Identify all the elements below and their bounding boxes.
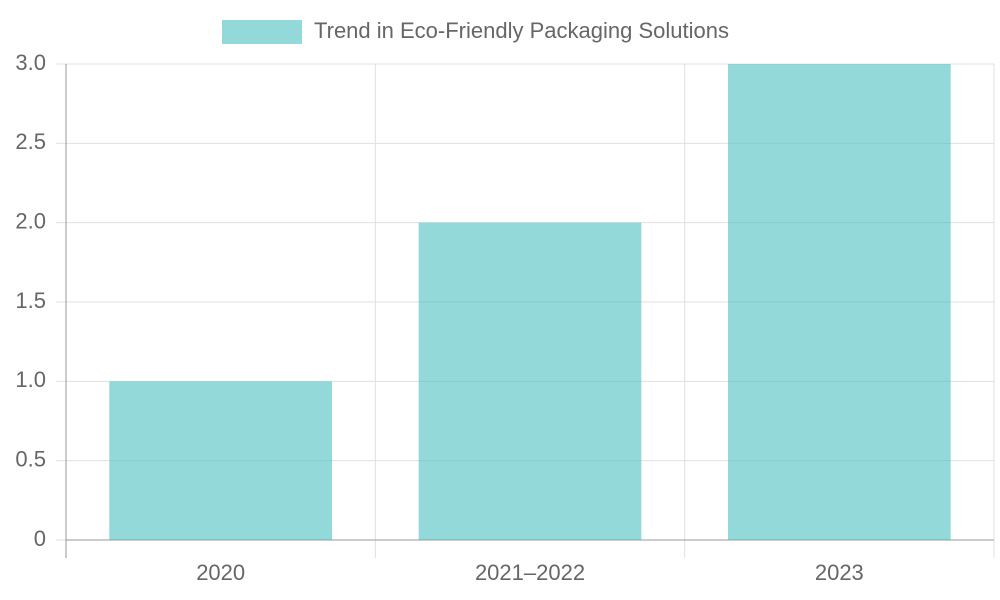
y-tick-label: 1.5 [15,288,46,313]
y-tick-label: 0 [34,526,46,551]
y-tick-label: 3.0 [15,50,46,75]
bar [109,381,333,540]
bar [727,64,951,540]
x-tick-label: 2023 [815,560,864,585]
x-tick-label: 2021–2022 [475,560,585,585]
y-tick-label: 2.5 [15,129,46,154]
y-tick-label: 2.0 [15,208,46,233]
legend-swatch [222,20,302,44]
legend-label: Trend in Eco-Friendly Packaging Solution… [314,18,729,43]
bar [418,222,642,540]
x-tick-label: 2020 [196,560,245,585]
y-tick-label: 1.0 [15,367,46,392]
y-tick-label: 0.5 [15,446,46,471]
